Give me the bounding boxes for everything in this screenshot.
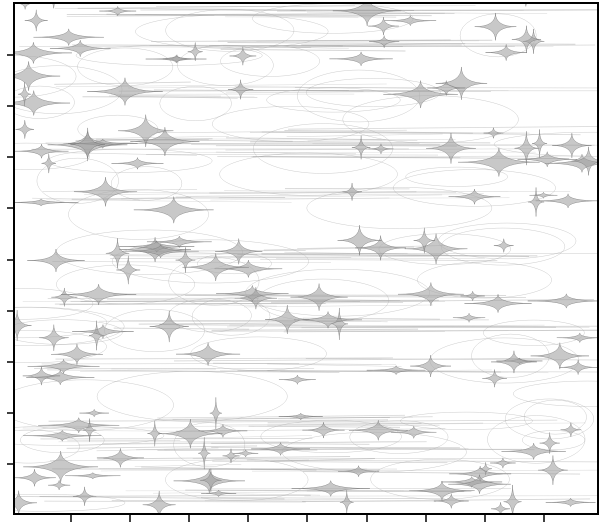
cusp-shape [215, 239, 262, 265]
cusp-shape [198, 437, 210, 469]
streak [303, 472, 580, 474]
cusp-shape [292, 481, 370, 497]
cusp-shape [43, 0, 63, 8]
cusp-shape [25, 10, 48, 31]
cusp-shape [559, 360, 597, 374]
cusp-shape [15, 144, 69, 158]
cusp-shape [210, 397, 222, 429]
cusp-shape [329, 52, 392, 66]
ellipse-outline [97, 371, 287, 421]
plot [0, 0, 600, 525]
ellipse-outline [505, 399, 594, 439]
ellipse-outline [297, 70, 420, 122]
cusp-shape [426, 133, 476, 164]
cusp-shape [79, 409, 108, 417]
bottom-ticks [71, 514, 544, 522]
streak [253, 157, 569, 159]
streak [304, 496, 600, 497]
cusp-shape [146, 55, 207, 62]
streak [287, 134, 443, 137]
cusp-shape [87, 78, 163, 106]
cusp-shape [251, 442, 310, 455]
cusp-shape [461, 291, 485, 300]
ellipse-outline [307, 187, 492, 228]
cusp-shape [0, 42, 72, 63]
streak [99, 321, 388, 322]
streak [46, 200, 291, 202]
cusp-shape [561, 423, 582, 437]
streak [55, 6, 355, 9]
cusp-shape [572, 147, 600, 176]
streak [224, 191, 570, 192]
cusp-shape [453, 313, 485, 322]
streak [251, 156, 584, 157]
streak [114, 328, 250, 329]
pattern [0, 0, 600, 519]
cusp-shape [552, 133, 591, 158]
cusp-shape [557, 333, 600, 343]
cusp-shape [367, 366, 426, 375]
ellipse-outline [513, 381, 600, 406]
page: (() => { const svg = document.getElement… [0, 0, 600, 525]
streak [118, 95, 220, 96]
cusp-shape [398, 282, 464, 305]
cusp-shape [538, 455, 568, 484]
cusp-shape [529, 192, 557, 198]
ellipse-outline [212, 106, 369, 141]
ellipse-outline [253, 4, 414, 34]
ellipse-outline [522, 431, 584, 450]
cusp-shape [475, 13, 517, 40]
streak [194, 425, 440, 426]
cusp-shape [331, 308, 348, 340]
cusp-shape [501, 443, 565, 459]
cusp-shape [368, 17, 399, 35]
left-ticks [7, 55, 14, 464]
streak [52, 261, 331, 262]
cusp-shape [39, 325, 69, 351]
cusp-shape [150, 311, 189, 342]
streak [51, 152, 197, 155]
streak [237, 255, 537, 256]
cusp-shape [528, 294, 600, 308]
cusp-shape [340, 490, 354, 514]
cusp-shape [410, 355, 451, 377]
streak [111, 368, 314, 369]
cusp-shape [74, 177, 137, 206]
ellipse-outline [343, 96, 519, 143]
streak [55, 304, 326, 305]
ellipse-outline [483, 320, 584, 345]
streak [288, 126, 600, 129]
cusp-shape [70, 128, 105, 161]
cusp-shape [23, 367, 60, 385]
cusp-shape [279, 413, 323, 420]
streak [212, 461, 447, 462]
ellipse-outline [487, 416, 585, 464]
ellipse-outline [105, 309, 205, 351]
cusp-shape [279, 375, 316, 384]
ellipse-outline [111, 167, 182, 201]
streak [308, 141, 418, 142]
ellipse-outline [135, 15, 328, 49]
ellipse-outline [221, 46, 320, 77]
cusp-shape [33, 29, 103, 46]
cusp-shape [491, 351, 537, 373]
cusp-shape [484, 128, 504, 139]
cusp-shape [176, 343, 240, 366]
ellipse-outline [417, 262, 551, 298]
cusp-shape [48, 480, 70, 490]
cusp-shape [200, 469, 221, 492]
cusp-shape [97, 448, 144, 467]
ellipse-outline [246, 269, 430, 316]
cusp-shape [0, 91, 70, 116]
cusp-shape [3, 310, 32, 341]
ellipse-outline [48, 149, 212, 172]
streak [136, 449, 522, 450]
cusp-shape [512, 26, 541, 53]
cusp-shape [16, 120, 34, 138]
cusp-shape [65, 473, 120, 479]
cusp-shape [13, 469, 56, 486]
streak [226, 91, 432, 93]
cusp-shape [111, 158, 163, 170]
cusp-shape [106, 238, 129, 268]
